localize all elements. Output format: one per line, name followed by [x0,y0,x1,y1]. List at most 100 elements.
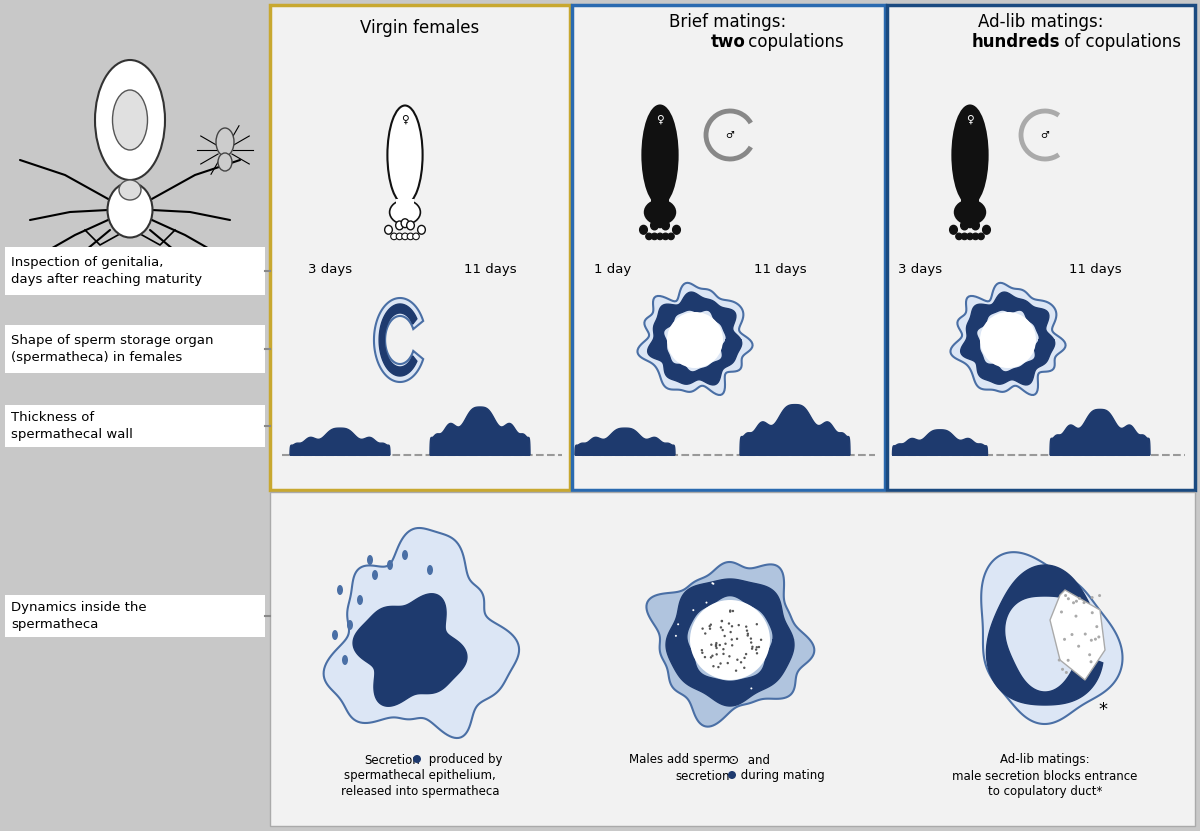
Polygon shape [1050,410,1150,455]
Text: Shape of sperm storage organ
(spermatheca) in females: Shape of sperm storage organ (spermathec… [11,334,214,364]
Ellipse shape [386,560,394,570]
Circle shape [980,312,1036,368]
Circle shape [692,609,695,611]
Circle shape [712,583,714,584]
Ellipse shape [372,570,378,580]
Bar [5,595,265,637]
Text: 11 days: 11 days [1069,263,1121,277]
Circle shape [1067,597,1070,600]
Bar [961,199,979,215]
Ellipse shape [401,219,409,228]
Circle shape [719,644,721,647]
Circle shape [712,655,714,657]
Text: ♀: ♀ [966,115,974,125]
Circle shape [740,661,743,663]
Text: ♂: ♂ [726,130,734,140]
Circle shape [978,234,984,239]
Text: released into spermatheca: released into spermatheca [341,785,499,799]
Circle shape [1064,671,1068,674]
Text: ♀: ♀ [656,115,664,125]
Text: Virgin females: Virgin females [360,19,480,37]
Text: male secretion blocks entrance: male secretion blocks entrance [953,770,1138,783]
Circle shape [967,234,973,239]
Ellipse shape [95,60,166,180]
Polygon shape [666,579,794,706]
Circle shape [1075,600,1078,602]
Circle shape [756,623,758,626]
Circle shape [736,658,738,661]
Circle shape [667,234,674,239]
Circle shape [715,647,718,649]
Circle shape [715,645,718,647]
Text: ♂: ♂ [1040,130,1049,140]
Circle shape [706,602,708,603]
Circle shape [745,653,748,656]
Circle shape [743,656,745,659]
Circle shape [709,623,712,626]
Text: *: * [1098,701,1108,719]
Text: two: two [710,33,745,51]
Circle shape [722,648,725,651]
Circle shape [736,637,738,640]
Circle shape [662,234,668,239]
Ellipse shape [385,225,392,234]
Circle shape [750,642,752,644]
Bar [652,199,668,215]
Ellipse shape [347,620,353,630]
Ellipse shape [418,225,425,234]
Circle shape [715,653,718,656]
Polygon shape [1050,590,1105,680]
Circle shape [734,670,737,672]
Ellipse shape [332,630,338,640]
Polygon shape [648,292,742,385]
Circle shape [760,638,762,641]
Circle shape [1078,645,1080,647]
Circle shape [1090,639,1093,642]
Circle shape [726,661,728,664]
Text: of copulations: of copulations [1060,33,1181,51]
Circle shape [756,646,758,648]
Circle shape [413,755,421,763]
Circle shape [713,665,715,667]
Circle shape [972,234,979,239]
Circle shape [1091,596,1093,599]
Circle shape [713,583,714,585]
Ellipse shape [367,555,373,565]
Circle shape [1067,659,1069,661]
Circle shape [738,624,740,627]
Ellipse shape [342,655,348,665]
Circle shape [1084,632,1087,636]
Bar [270,5,570,490]
Circle shape [746,634,749,637]
Circle shape [690,600,770,680]
Polygon shape [647,562,815,726]
Circle shape [396,234,403,239]
Ellipse shape [642,106,678,204]
Circle shape [718,666,720,668]
Circle shape [728,655,731,657]
Circle shape [1078,597,1081,600]
Polygon shape [379,304,416,376]
Ellipse shape [983,225,990,234]
Circle shape [413,234,419,239]
Circle shape [724,635,726,637]
Circle shape [755,648,757,651]
Circle shape [961,234,967,239]
Bar [396,199,414,215]
Circle shape [720,627,722,628]
Text: Brief matings:: Brief matings: [670,13,787,31]
Circle shape [1091,612,1093,614]
Polygon shape [290,428,390,455]
Polygon shape [893,430,988,455]
Ellipse shape [640,225,647,234]
Text: 3 days: 3 days [308,263,352,277]
Circle shape [1061,668,1064,671]
Circle shape [391,234,397,239]
Ellipse shape [650,221,659,230]
Text: to copulatory duct*: to copulatory duct* [988,785,1102,799]
Text: and: and [744,754,770,766]
Polygon shape [324,528,520,738]
Circle shape [715,644,718,646]
Text: secretion: secretion [676,770,730,783]
Circle shape [1057,658,1061,661]
